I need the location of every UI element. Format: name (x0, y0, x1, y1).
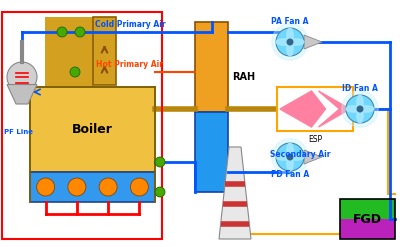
FancyBboxPatch shape (30, 172, 155, 202)
Ellipse shape (346, 106, 362, 112)
Circle shape (357, 106, 363, 112)
Ellipse shape (289, 154, 304, 160)
Circle shape (287, 39, 293, 45)
Polygon shape (7, 84, 37, 104)
Circle shape (155, 187, 165, 197)
Text: Boiler: Boiler (72, 123, 113, 136)
Text: ESP: ESP (308, 135, 322, 144)
Text: Hot Primary Air: Hot Primary Air (96, 60, 164, 69)
Circle shape (272, 139, 308, 175)
Polygon shape (280, 91, 326, 127)
FancyBboxPatch shape (30, 87, 155, 172)
Ellipse shape (276, 39, 291, 45)
Ellipse shape (287, 28, 293, 43)
Circle shape (75, 27, 85, 37)
Ellipse shape (357, 95, 363, 110)
FancyBboxPatch shape (340, 199, 395, 219)
Circle shape (276, 143, 304, 171)
Circle shape (276, 28, 304, 56)
Circle shape (130, 178, 148, 196)
Circle shape (346, 95, 374, 123)
Circle shape (99, 178, 117, 196)
Ellipse shape (276, 154, 291, 160)
Circle shape (7, 62, 37, 92)
Text: PF Line: PF Line (4, 129, 33, 135)
Text: ID Fan A: ID Fan A (342, 84, 378, 93)
Ellipse shape (287, 41, 293, 56)
Ellipse shape (287, 143, 293, 158)
FancyBboxPatch shape (45, 17, 93, 85)
Text: Cold Primary Air: Cold Primary Air (95, 20, 165, 29)
Circle shape (70, 67, 80, 77)
FancyBboxPatch shape (340, 219, 395, 239)
FancyBboxPatch shape (277, 87, 353, 131)
Circle shape (68, 178, 86, 196)
FancyBboxPatch shape (195, 22, 228, 112)
Text: RAH: RAH (232, 72, 255, 82)
FancyBboxPatch shape (45, 85, 93, 87)
Circle shape (287, 154, 293, 160)
Polygon shape (318, 91, 350, 127)
Text: FD Fan A: FD Fan A (271, 170, 309, 179)
Text: FGD: FGD (353, 212, 382, 226)
Circle shape (342, 91, 378, 127)
Ellipse shape (287, 156, 293, 171)
Text: PA Fan A: PA Fan A (271, 17, 309, 26)
FancyBboxPatch shape (195, 112, 228, 192)
Polygon shape (304, 150, 322, 164)
FancyBboxPatch shape (93, 17, 116, 85)
Ellipse shape (359, 106, 374, 112)
Polygon shape (219, 147, 251, 239)
Ellipse shape (357, 108, 363, 123)
Ellipse shape (289, 39, 304, 45)
Polygon shape (304, 35, 322, 49)
Text: Secondary Air: Secondary Air (270, 150, 330, 159)
Circle shape (155, 157, 165, 167)
Circle shape (272, 24, 308, 60)
Circle shape (37, 178, 55, 196)
Circle shape (57, 27, 67, 37)
